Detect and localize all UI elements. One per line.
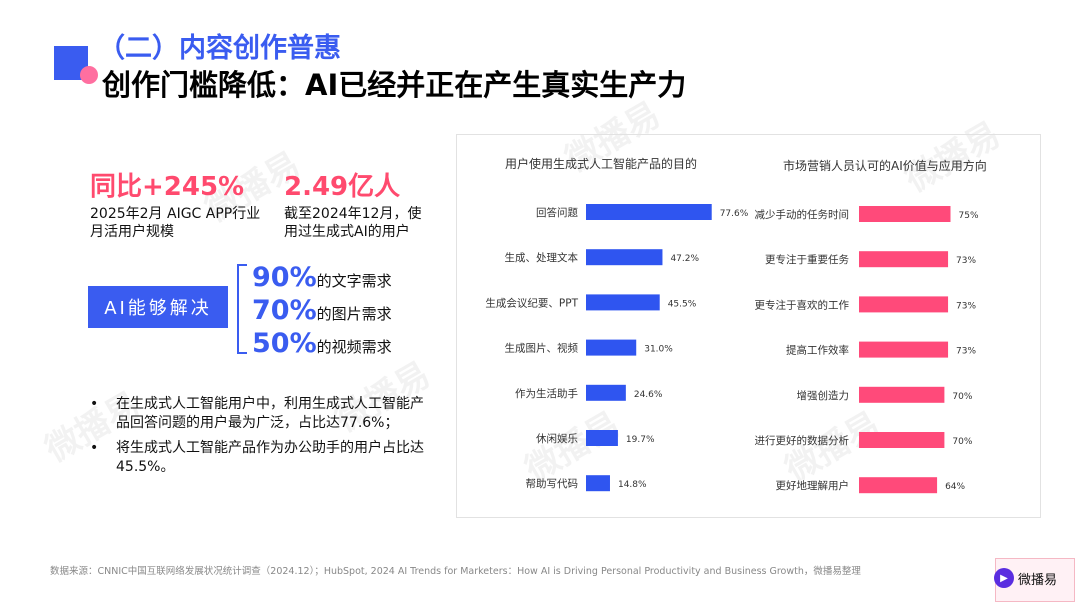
category-label: 更好地理解用户	[776, 479, 850, 492]
data-label: 45.5%	[668, 299, 697, 309]
category-label: 提高工作效率	[786, 344, 849, 357]
bar	[859, 386, 945, 403]
chart-title-purpose: 用户使用生成式人工智能产品的目的	[505, 157, 698, 171]
category-label: 进行更好的数据分析	[755, 434, 850, 447]
chart-title-marketing: 市场营销人员认可的AI价值与应用方向	[783, 159, 987, 173]
stat-description: 截至2024年12月，使 用过生成式AI的用户	[284, 206, 422, 240]
data-label: 19.7%	[626, 435, 655, 445]
data-label: 64%	[945, 482, 965, 492]
bracket-divider	[237, 264, 247, 354]
chart-1-bars: 减少手动的任务时间 75% 更专注于重要任务 73% 更专注于喜欢的工作 73% 提高工作效…	[755, 206, 979, 494]
bar-charts: 回答问题 77.6% 生成、处理文本 47.2% 生成会议纪要、PPT 45.5% 生成图片…	[485, 204, 979, 494]
bar	[859, 432, 945, 448]
bar	[859, 296, 949, 313]
category-label: 更专注于重要任务	[765, 253, 849, 266]
list-item: • 将生成式人工智能产品作为办公助手的用户占比达45.5%。	[90, 440, 424, 475]
bar	[859, 477, 938, 494]
bar	[859, 251, 949, 268]
section-title: （二）内容创作普惠	[98, 33, 341, 64]
chart-0-bars: 回答问题 77.6% 生成、处理文本 47.2% 生成会议纪要、PPT 45.5% 生成图片…	[485, 204, 749, 492]
data-label: 14.8%	[618, 480, 647, 490]
bullet-list: • 在生成式人工智能用户中，利用生成式人工智能产品回答问题的用户最为广泛，占比达…	[90, 395, 430, 483]
category-label: 生成会议纪要、PPT	[485, 296, 578, 309]
need-video: 50%的视频需求	[252, 328, 392, 359]
bar	[586, 384, 626, 401]
category-label: 增强创造力	[797, 389, 850, 402]
bar	[586, 249, 663, 266]
stat-description: 2025年2月 AIGC APP行业 月活用户规模	[90, 206, 261, 240]
category-label: 作为生活助手	[515, 387, 578, 400]
source-note: 数据来源：CNNIC中国互联网络发展状况统计调查（2024.12）；HubSpo…	[50, 566, 861, 577]
category-label: 休闲娱乐	[536, 432, 578, 445]
stat-mau-growth: 同比+245% 2025年2月 AIGC APP行业 月活用户规模	[90, 166, 270, 241]
stat-value: 同比+245%	[90, 172, 245, 202]
play-icon: ▶	[994, 568, 1014, 588]
page-title: 创作门槛降低：AI已经并正在产生真实生产力	[102, 68, 687, 102]
data-label: 73%	[956, 301, 976, 311]
title-decoration-dot	[80, 66, 98, 84]
bar	[859, 341, 949, 358]
bar	[586, 475, 610, 492]
ai-solves-label: AI能够解决	[88, 286, 228, 328]
category-label: 生成、处理文本	[505, 251, 579, 264]
bar	[586, 204, 712, 220]
category-label: 更专注于喜欢的工作	[755, 298, 850, 311]
category-label: 帮助写代码	[526, 477, 579, 490]
bar	[586, 294, 660, 311]
brand-logo: ▶ 微播易	[994, 568, 1057, 588]
data-label: 73%	[956, 256, 976, 266]
list-item: • 在生成式人工智能用户中，利用生成式人工智能产品回答问题的用户最为广泛，占比达…	[90, 396, 424, 431]
data-label: 24.6%	[634, 390, 663, 400]
data-label: 70%	[952, 437, 972, 447]
bar	[586, 430, 618, 446]
data-label: 70%	[952, 392, 972, 402]
data-label: 47.2%	[670, 254, 699, 264]
category-label: 回答问题	[536, 206, 578, 219]
brand-name: 微播易	[1018, 572, 1058, 588]
data-label: 31.0%	[644, 345, 673, 355]
stat-value: 2.49亿人	[284, 172, 401, 202]
bar	[586, 339, 637, 356]
category-label: 减少手动的任务时间	[755, 208, 850, 221]
bar	[859, 206, 951, 222]
chart-panel: 用户使用生成式人工智能产品的目的 市场营销人员认可的AI价值与应用方向 回答问题…	[456, 134, 1041, 518]
need-image: 70%的图片需求	[252, 295, 392, 326]
data-label: 77.6%	[720, 209, 749, 219]
stat-users: 2.49亿人 截至2024年12月，使 用过生成式AI的用户	[284, 166, 444, 241]
category-label: 生成图片、视频	[505, 342, 579, 355]
data-label: 73%	[956, 347, 976, 357]
need-text: 90%的文字需求	[252, 262, 392, 293]
data-label: 75%	[959, 211, 979, 221]
